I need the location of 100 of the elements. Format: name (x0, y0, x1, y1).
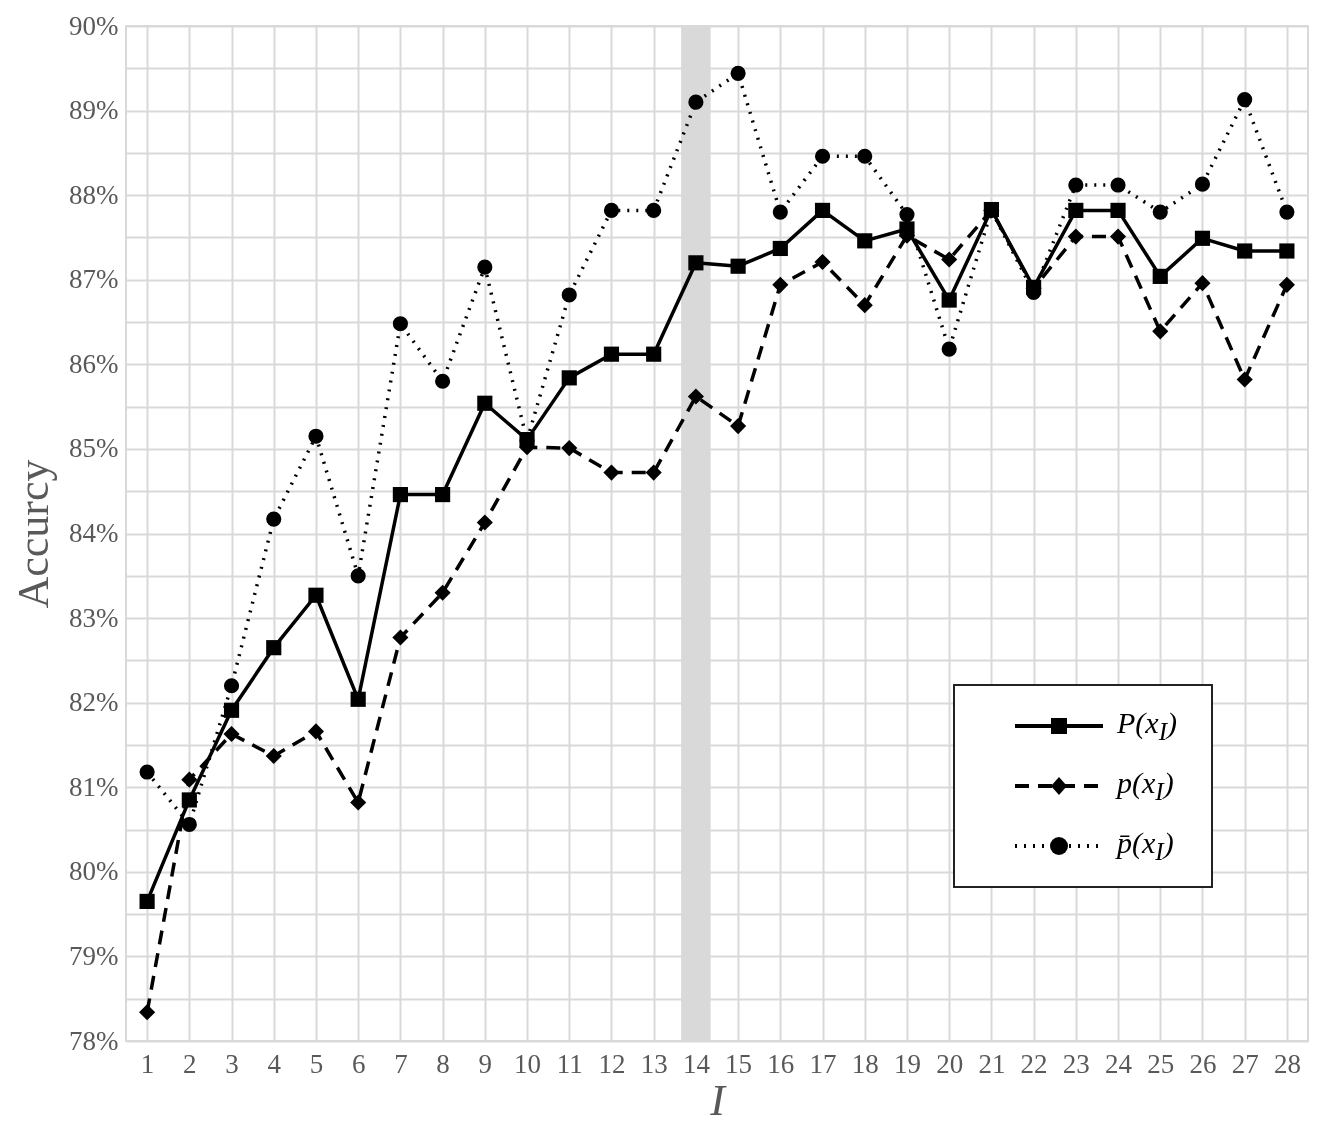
x-tick-label: 8 (436, 1048, 450, 1079)
point (308, 587, 324, 603)
x-tick-label: 4 (267, 1048, 282, 1079)
y-tick-label: 85% (69, 433, 119, 464)
point (646, 346, 662, 362)
point (772, 240, 788, 257)
x-tick-label: 16 (767, 1048, 795, 1079)
point (139, 1004, 156, 1021)
y-tick-label: 89% (69, 95, 119, 126)
point (603, 202, 620, 218)
point (139, 764, 155, 780)
x-tick-label: 14 (682, 1048, 711, 1079)
point (1068, 202, 1084, 218)
point (477, 259, 493, 275)
point (1110, 202, 1126, 218)
x-tick-label: 10 (514, 1048, 542, 1079)
x-tick-label: 23 (1062, 1048, 1090, 1079)
point (350, 691, 366, 707)
point (392, 316, 408, 332)
point (688, 94, 704, 110)
point (856, 297, 873, 314)
x-tick-label: 18 (851, 1048, 879, 1079)
point (223, 725, 240, 743)
point (688, 255, 704, 271)
point (772, 276, 789, 293)
point (645, 464, 662, 481)
y-axis-title: Accurcy (9, 459, 59, 609)
y-tick-label: 88% (69, 179, 119, 210)
point (941, 251, 958, 268)
point (307, 723, 325, 740)
point (1237, 243, 1253, 259)
x-tick-label: 28 (1273, 1048, 1301, 1079)
x-tick-label: 26 (1189, 1048, 1217, 1079)
x-tick-label: 21 (978, 1048, 1006, 1079)
y-tick-label: 83% (69, 602, 119, 633)
point (687, 388, 704, 405)
y-tick-label: 87% (69, 264, 119, 295)
point (561, 370, 577, 386)
y-tick-label: 90% (69, 10, 119, 41)
x-tick-label: 6 (351, 1048, 366, 1079)
y-tick-label: 78% (69, 1025, 119, 1056)
point (435, 373, 451, 389)
point (1068, 177, 1084, 193)
legend-label: P(x$_{I}$) (1117, 706, 1177, 746)
point (941, 292, 957, 308)
y-tick-label: 84% (69, 518, 119, 548)
point (1279, 204, 1295, 220)
x-axis-title: I (710, 1075, 725, 1125)
y-tick-label: 80% (69, 856, 119, 887)
point (392, 629, 409, 646)
point (266, 511, 282, 527)
x-tick-label: 3 (225, 1048, 239, 1079)
x-tick-label: 20 (936, 1048, 964, 1079)
point (857, 148, 873, 164)
legend-label: p̄(x$_{I}$) (1117, 826, 1174, 866)
point (772, 204, 788, 220)
point (223, 702, 240, 718)
point (476, 514, 493, 531)
point (265, 747, 282, 765)
point (730, 418, 747, 435)
x-tick-label: 7 (394, 1048, 408, 1079)
x-tick-label: 22 (1020, 1048, 1048, 1079)
y-tick-label: 79% (69, 940, 119, 971)
point (814, 148, 831, 164)
point (477, 395, 493, 411)
y-tick-label: 82% (69, 687, 119, 718)
x-tick-label: 11 (556, 1048, 583, 1079)
point (1152, 323, 1169, 340)
point (899, 207, 915, 223)
point (223, 678, 240, 694)
point (1236, 371, 1253, 388)
point (434, 584, 451, 601)
point (350, 568, 366, 584)
point (1152, 268, 1168, 284)
y-tick-label: 81% (69, 771, 119, 802)
x-tick-label: 27 (1231, 1048, 1259, 1079)
x-tick-label: 1 (140, 1048, 155, 1079)
point (139, 893, 155, 910)
point (392, 487, 408, 503)
x-tick-label: 2 (183, 1048, 197, 1079)
point (266, 640, 282, 656)
y-tick-label: 86% (69, 348, 119, 379)
point (1237, 92, 1253, 108)
point (561, 440, 578, 457)
point (814, 202, 831, 218)
point (350, 794, 367, 811)
point (181, 816, 197, 833)
point (1194, 275, 1211, 292)
point (1152, 204, 1168, 220)
point (730, 65, 746, 81)
x-tick-label: 17 (809, 1048, 837, 1079)
point (561, 287, 577, 303)
point (1110, 177, 1126, 193)
point (814, 253, 831, 271)
point (1278, 276, 1295, 293)
point (941, 341, 957, 357)
point (603, 464, 620, 481)
x-tick-label: 12 (598, 1048, 626, 1079)
point (1279, 243, 1295, 259)
point (1109, 228, 1127, 245)
